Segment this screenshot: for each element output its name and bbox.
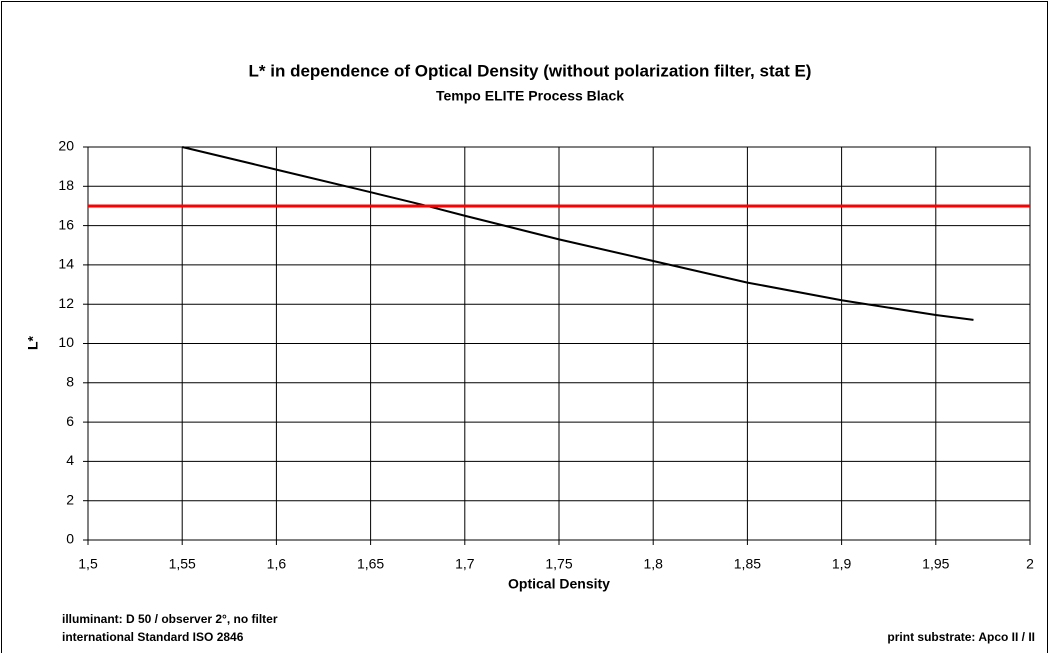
y-tick-label: 4 xyxy=(66,452,74,468)
y-tick-label: 16 xyxy=(58,216,74,232)
x-tick-label: 1,8 xyxy=(643,556,663,572)
y-tick-label: 2 xyxy=(66,491,74,507)
x-tick-label: 2 xyxy=(1026,556,1034,572)
x-tick-label: 1,7 xyxy=(455,556,475,572)
y-tick-label: 6 xyxy=(66,413,74,429)
y-tick-label: 8 xyxy=(66,374,74,390)
y-axis-label: L* xyxy=(25,335,41,350)
chart-subtitle: Tempo ELITE Process Black xyxy=(436,88,624,104)
y-tick-label: 12 xyxy=(58,295,74,311)
x-tick-label: 1,85 xyxy=(734,556,761,572)
x-tick-label: 1,9 xyxy=(832,556,852,572)
x-tick-label: 1,75 xyxy=(545,556,572,572)
y-tick-label: 14 xyxy=(58,256,74,272)
y-tick-label: 18 xyxy=(58,177,74,193)
y-tick-label: 10 xyxy=(58,334,74,350)
x-axis-label: Optical Density xyxy=(508,576,610,592)
x-tick-label: 1,5 xyxy=(78,556,98,572)
x-tick-label: 1,6 xyxy=(267,556,287,572)
chart-title: L* in dependence of Optical Density (wit… xyxy=(249,61,812,80)
x-tick-label: 1,95 xyxy=(922,556,949,572)
x-tick-label: 1,55 xyxy=(169,556,196,572)
x-tick-label: 1,65 xyxy=(357,556,384,572)
series-line xyxy=(181,146,974,321)
note: print substrate: Apco II / II xyxy=(887,630,1035,644)
y-tick-label: 20 xyxy=(58,138,74,154)
note: international Standard ISO 2846 xyxy=(62,630,244,644)
y-tick-label: 0 xyxy=(66,531,74,547)
note: illuminant: D 50 / observer 2°, no filte… xyxy=(62,612,278,626)
